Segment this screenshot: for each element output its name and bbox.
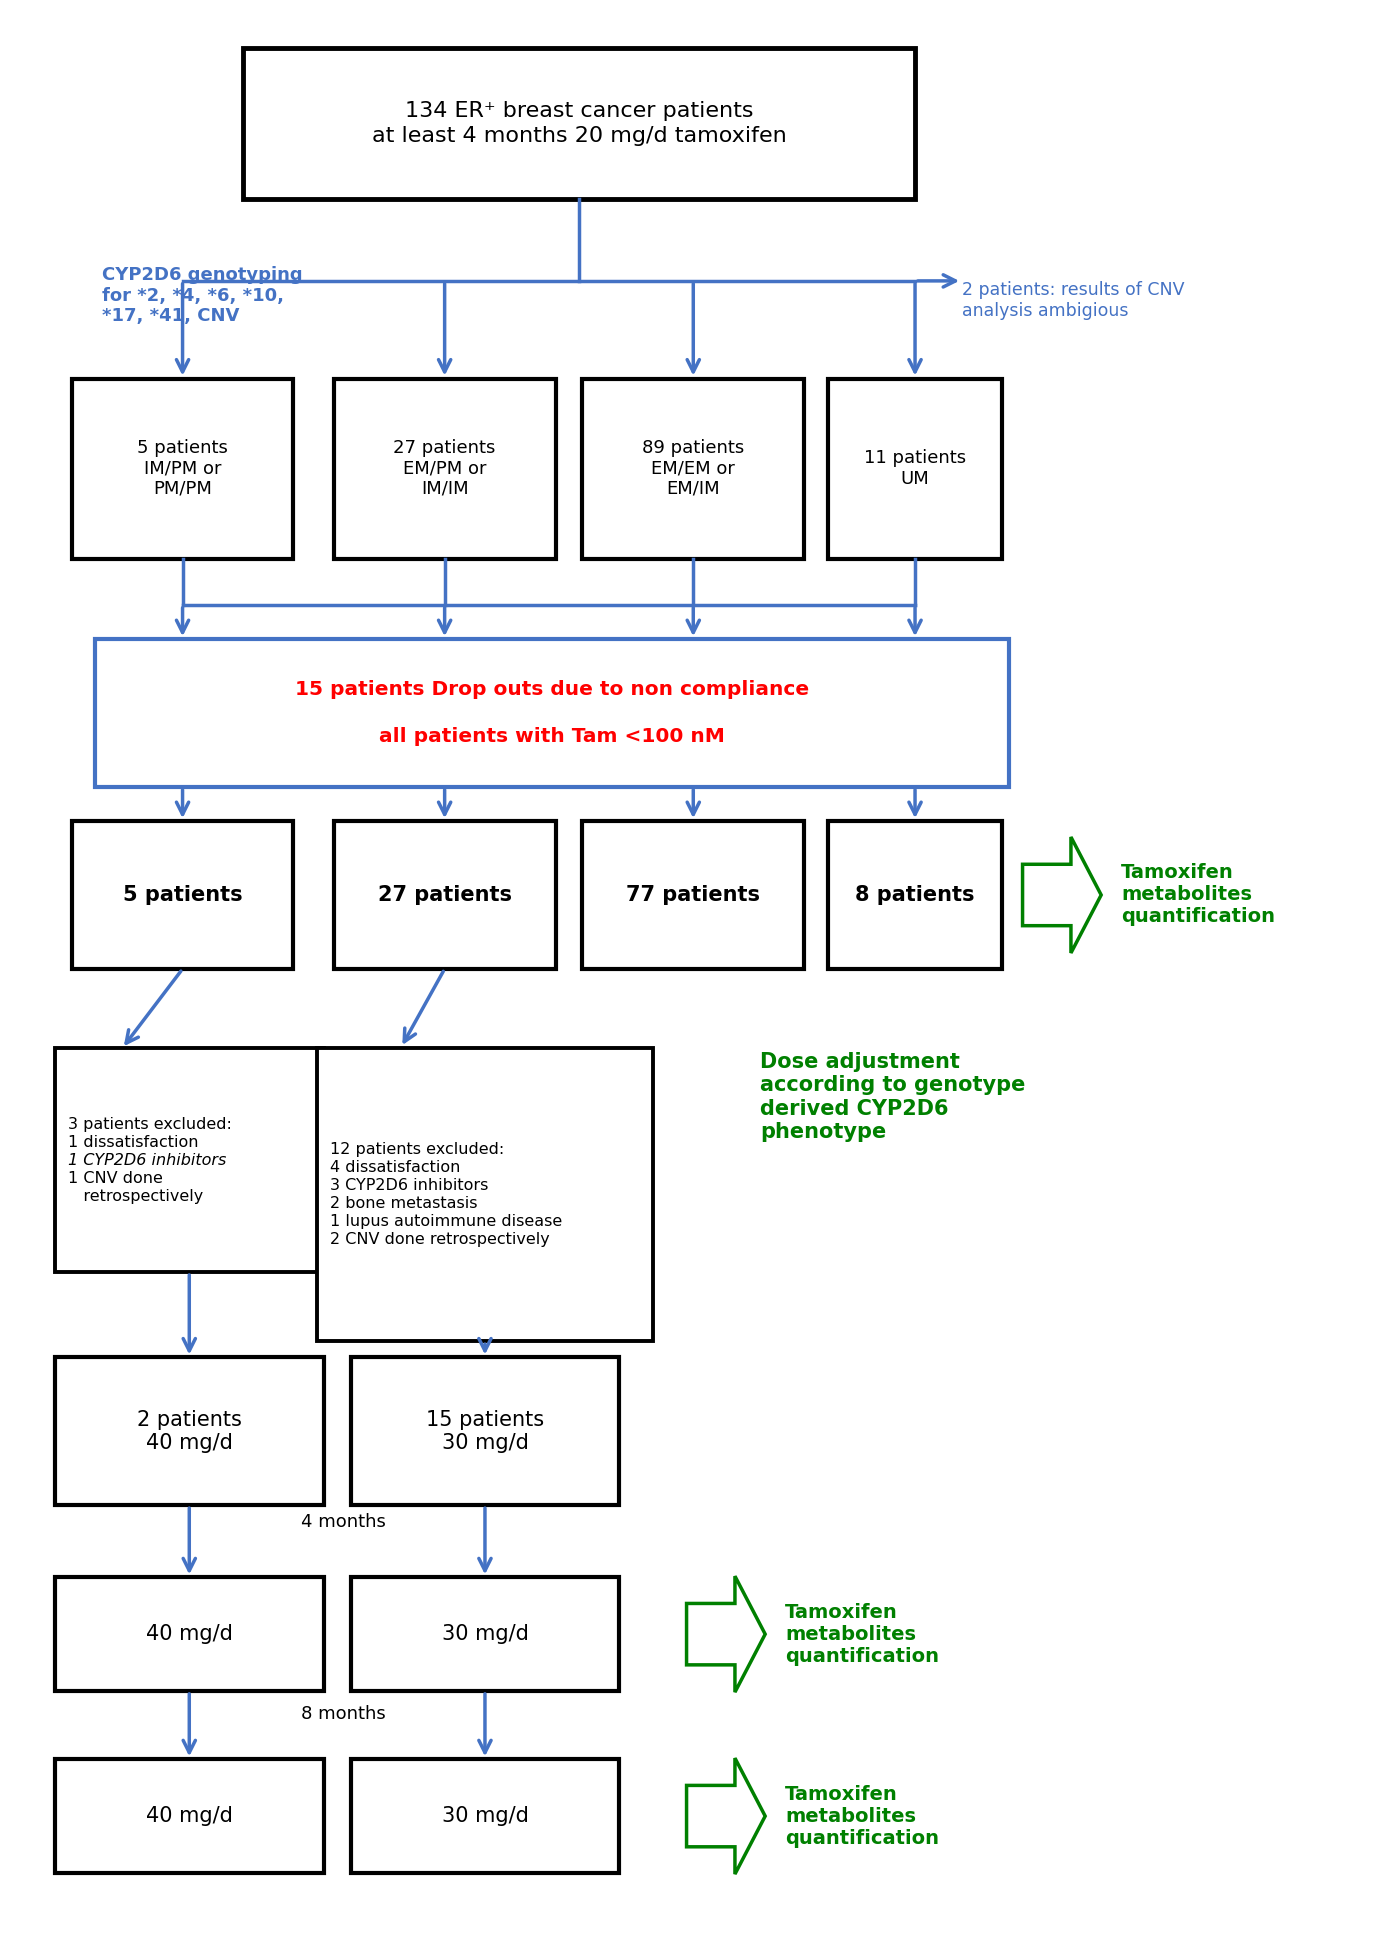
FancyBboxPatch shape — [350, 1578, 619, 1690]
Text: EM/EM or: EM/EM or — [651, 460, 735, 478]
Text: 5 patients: 5 patients — [137, 439, 228, 456]
Text: 27 patients: 27 patients — [393, 439, 496, 456]
Text: 134 ER⁺ breast cancer patients: 134 ER⁺ breast cancer patients — [405, 101, 753, 122]
FancyBboxPatch shape — [71, 379, 294, 559]
Text: 1 CNV done: 1 CNV done — [69, 1170, 164, 1186]
Text: 5 patients: 5 patients — [123, 886, 242, 905]
Text: all patients with Tam <100 nM: all patients with Tam <100 nM — [379, 727, 725, 747]
Text: 3 CYP2D6 inhibitors: 3 CYP2D6 inhibitors — [330, 1178, 489, 1193]
FancyBboxPatch shape — [55, 1578, 323, 1690]
Text: 8 months: 8 months — [301, 1704, 386, 1723]
Text: EM/PM or: EM/PM or — [403, 460, 486, 478]
Text: at least 4 months 20 mg/d tamoxifen: at least 4 months 20 mg/d tamoxifen — [371, 126, 787, 147]
Text: IM/IM: IM/IM — [421, 480, 469, 497]
FancyBboxPatch shape — [55, 1760, 323, 1872]
FancyBboxPatch shape — [582, 822, 804, 969]
FancyBboxPatch shape — [55, 1358, 323, 1505]
Text: 77 patients: 77 patients — [626, 886, 760, 905]
Text: Tamoxifen
metabolites
quantification: Tamoxifen metabolites quantification — [785, 1603, 939, 1665]
FancyBboxPatch shape — [333, 379, 556, 559]
FancyBboxPatch shape — [350, 1760, 619, 1872]
Text: 40 mg/d: 40 mg/d — [146, 1625, 232, 1644]
Text: 12 patients excluded:: 12 patients excluded: — [330, 1141, 504, 1157]
Text: 11 patients: 11 patients — [864, 449, 966, 468]
Text: 15 patients: 15 patients — [426, 1410, 545, 1429]
FancyBboxPatch shape — [333, 822, 556, 969]
Text: 1 lupus autoimmune disease: 1 lupus autoimmune disease — [330, 1215, 563, 1228]
Text: retrospectively: retrospectively — [69, 1189, 203, 1203]
Text: 2 bone metastasis: 2 bone metastasis — [330, 1195, 477, 1211]
Text: CYP2D6 genotyping
for *2, *4, *6, *10,
*17, *41, CNV: CYP2D6 genotyping for *2, *4, *6, *10, *… — [102, 265, 302, 325]
Text: 4 dissatisfaction: 4 dissatisfaction — [330, 1160, 461, 1174]
Text: 4 months: 4 months — [301, 1512, 386, 1532]
Text: 27 patients: 27 patients — [378, 886, 511, 905]
Text: EM/IM: EM/IM — [666, 480, 720, 497]
Text: 1 CYP2D6 inhibitors: 1 CYP2D6 inhibitors — [69, 1153, 227, 1168]
Text: 8 patients: 8 patients — [855, 886, 974, 905]
FancyBboxPatch shape — [827, 822, 1002, 969]
Text: 15 patients Drop outs due to non compliance: 15 patients Drop outs due to non complia… — [295, 681, 809, 698]
Text: Tamoxifen
metabolites
quantification: Tamoxifen metabolites quantification — [785, 1785, 939, 1847]
Text: 30 mg/d: 30 mg/d — [441, 1806, 528, 1826]
FancyBboxPatch shape — [582, 379, 804, 559]
FancyBboxPatch shape — [95, 638, 1009, 787]
Text: 3 patients excluded:: 3 patients excluded: — [69, 1116, 232, 1131]
Text: 40 mg/d: 40 mg/d — [146, 1806, 232, 1826]
FancyBboxPatch shape — [316, 1048, 652, 1342]
FancyBboxPatch shape — [827, 379, 1002, 559]
FancyBboxPatch shape — [244, 48, 916, 199]
Text: Dose adjustment
according to genotype
derived CYP2D6
phenotype: Dose adjustment according to genotype de… — [760, 1052, 1026, 1141]
Text: 2 CNV done retrospectively: 2 CNV done retrospectively — [330, 1232, 550, 1247]
Text: 30 mg/d: 30 mg/d — [441, 1625, 528, 1644]
Text: 1 dissatisfaction: 1 dissatisfaction — [69, 1135, 199, 1151]
Text: 30 mg/d: 30 mg/d — [441, 1433, 528, 1452]
Text: 89 patients: 89 patients — [643, 439, 745, 456]
Text: 40 mg/d: 40 mg/d — [146, 1433, 232, 1452]
Text: UM: UM — [900, 470, 930, 487]
Text: PM/PM: PM/PM — [153, 480, 211, 497]
Text: 2 patients: 2 patients — [137, 1410, 242, 1429]
Text: IM/PM or: IM/PM or — [144, 460, 221, 478]
Text: Tamoxifen
metabolites
quantification: Tamoxifen metabolites quantification — [1121, 863, 1275, 926]
FancyBboxPatch shape — [350, 1358, 619, 1505]
FancyBboxPatch shape — [71, 822, 294, 969]
FancyBboxPatch shape — [55, 1048, 323, 1273]
Text: 2 patients: results of CNV
analysis ambigious: 2 patients: results of CNV analysis ambi… — [962, 280, 1184, 319]
